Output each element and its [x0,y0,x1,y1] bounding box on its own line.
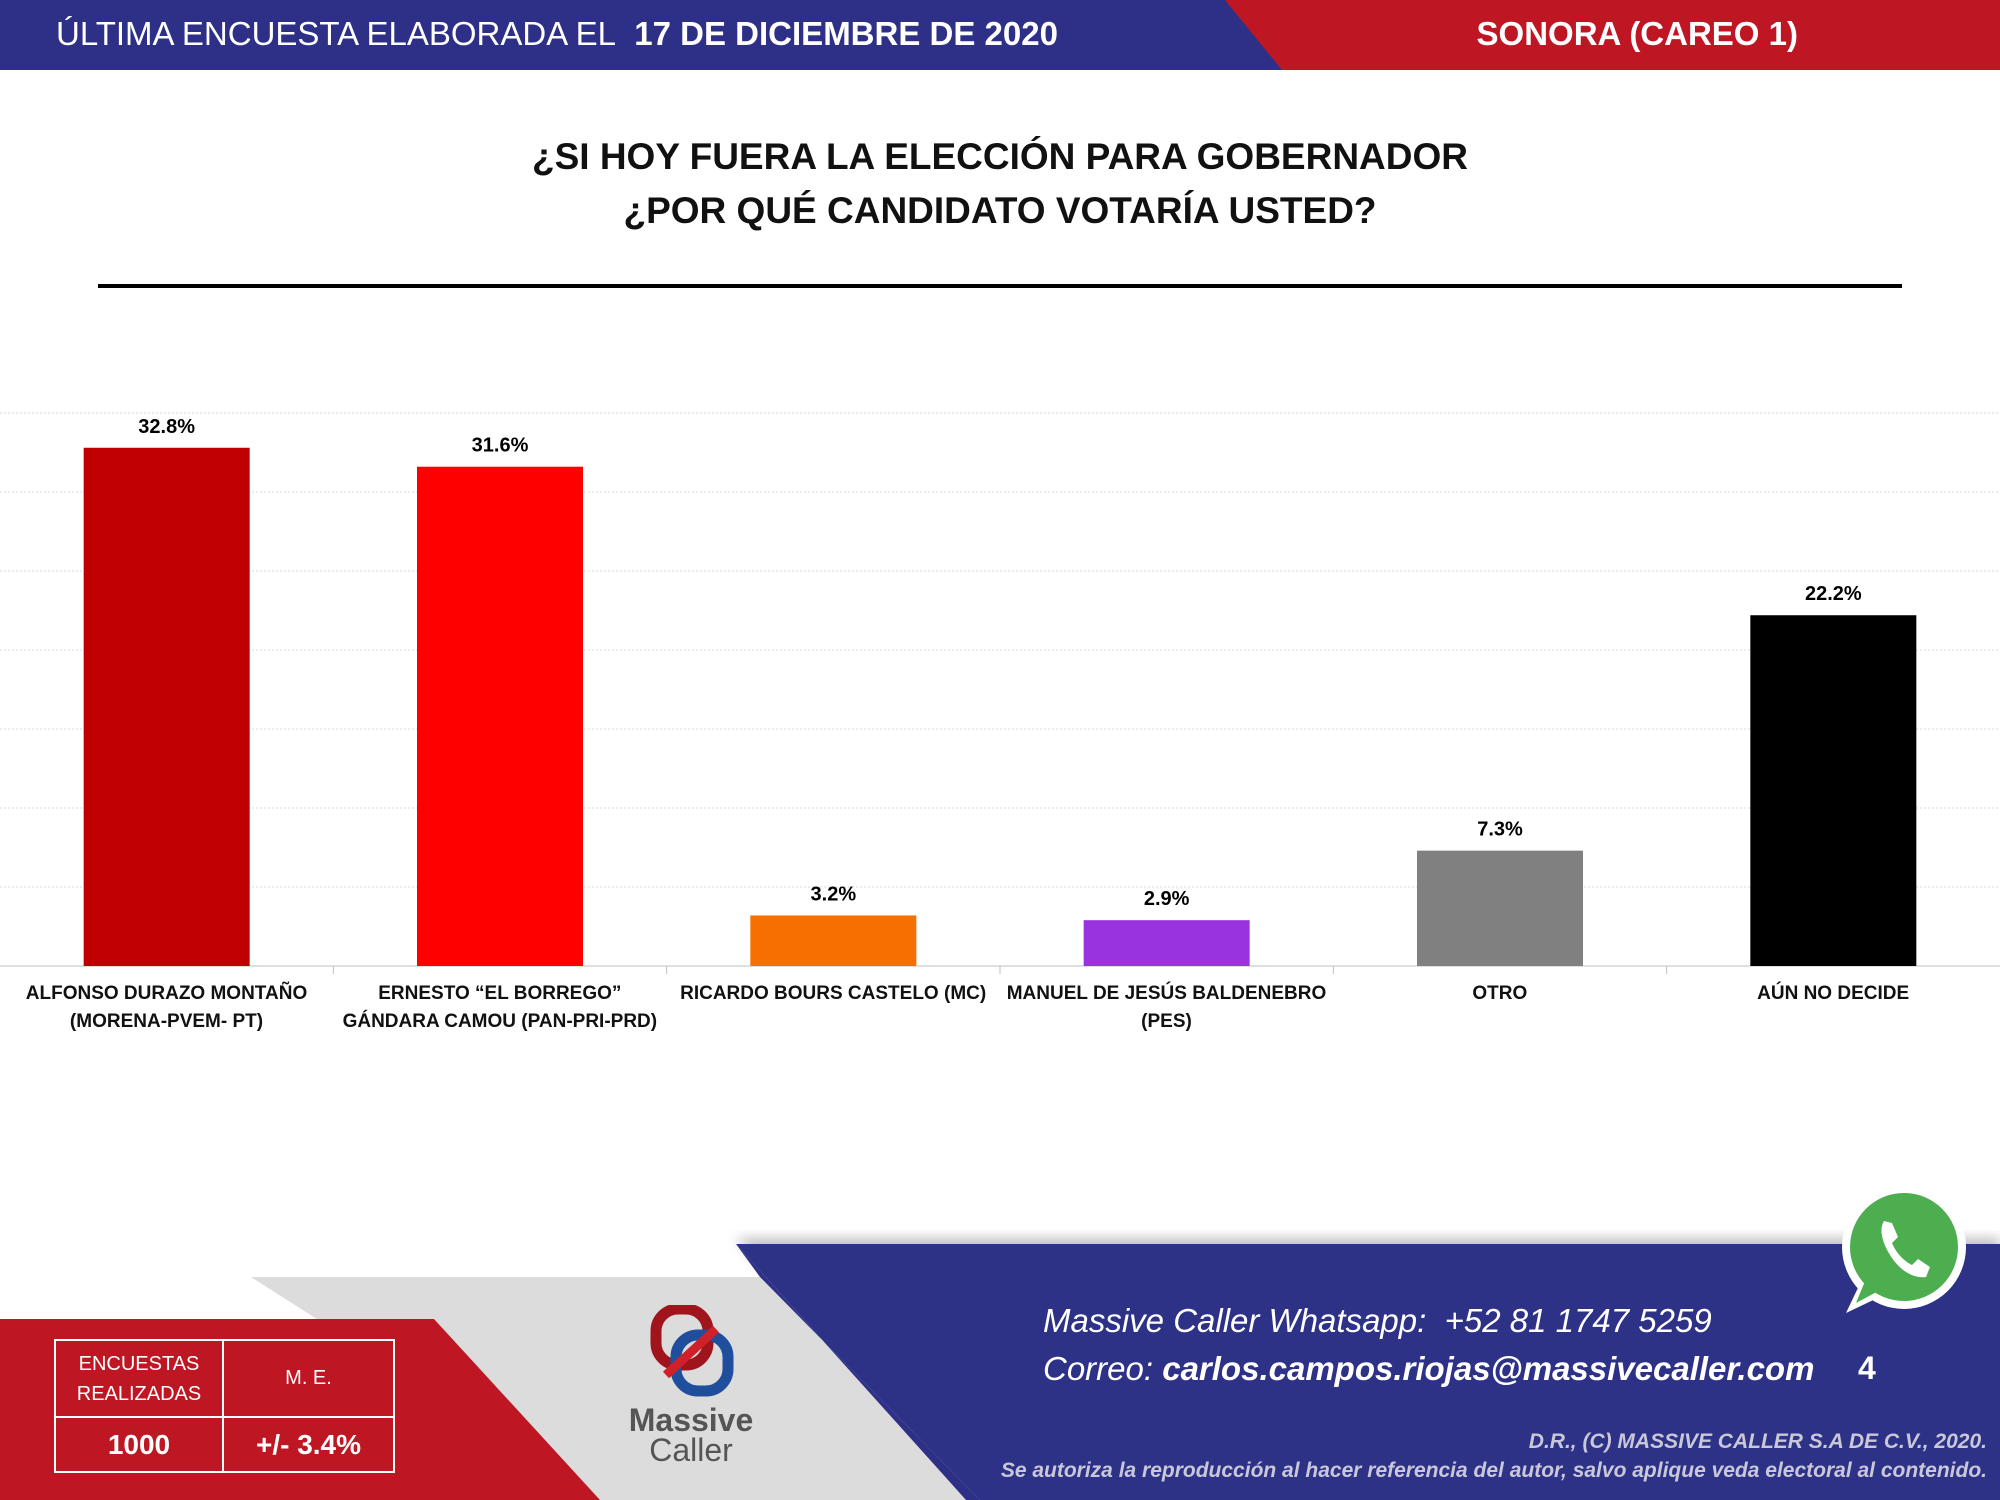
logo-text-1: Massive [628,1402,754,1438]
bar [1417,850,1583,966]
category-label: AÚN NO DECIDE [1667,980,2000,1008]
data-label: 3.2% [811,883,857,905]
whatsapp-number[interactable]: +52 81 1747 5259 [1444,1302,1712,1339]
reproduction-notice: Se autoriza la reproducción al hacer ref… [1000,1459,1987,1482]
me-header: M. E. [224,1341,393,1418]
email-line: Correo: carlos.campos.riojas@massivecall… [1043,1350,1815,1387]
bar [1083,920,1250,966]
category-label-line: AÚN NO DECIDE [1757,983,1910,1004]
title-divider [98,284,1902,288]
copyright: D.R., (C) MASSIVE CALLER S.A DE C.V., 20… [1528,1430,1987,1453]
bar [417,466,583,966]
email-link[interactable]: carlos.campos.riojas@massivecaller.com [1162,1350,1815,1387]
surveys-value: 1000 [56,1418,224,1471]
category-label: ERNESTO “EL BORREGO” GÁNDARA CAMOU (PAN-P… [333,980,666,1036]
category-label: ALFONSO DURAZO MONTAÑO (MORENA-PVEM- PT) [0,980,333,1036]
category-label-line: GÁNDARA CAMOU (PAN-PRI-PRD) [342,1011,658,1032]
bar [83,447,250,966]
logo-icon [650,1303,734,1397]
region-label: SONORA (CAREO 1) [1476,15,1798,52]
category-label: RICARDO BOURS CASTELO (MC) [667,980,1000,1008]
survey-date: 17 DE DICIEMBRE DE 2020 [634,15,1058,52]
category-label-line: ERNESTO “EL BORREGO” [378,983,622,1004]
surveys-header: ENCUESTAS REALIZADAS [56,1341,224,1418]
plot-area: 32.8% 31.6% 3.2% 2.9% 7.3% 22.2% [0,412,2000,974]
category-label-line: ALFONSO DURAZO MONTAÑO [25,983,308,1004]
logo-text-2: Caller [649,1432,733,1468]
bar [1750,615,1917,966]
category-label-line: (PES) [1141,1011,1192,1032]
chart-title-line-2: ¿POR QUÉ CANDIDATO VOTARÍA USTED? [623,190,1377,231]
data-label: 7.3% [1477,819,1523,841]
whatsapp-line: Massive Caller Whatsapp: +52 81 1747 525… [1043,1302,1712,1339]
category-label: OTRO [1333,980,1666,1008]
data-label: 32.8% [138,416,195,438]
category-label: MANUEL DE JESÚS BALDENEBRO (PES) [1000,980,1333,1036]
header-bar [0,0,2000,70]
whatsapp-icon [1842,1185,1966,1313]
survey-date-label: ÚLTIMA ENCUESTA ELABORADA EL 17 DE DICIE… [56,15,1058,52]
category-label-line: OTRO [1472,983,1528,1004]
page-number: 4 [1858,1350,1876,1386]
massive-caller-logo: Massive Caller [616,1303,766,1470]
chart-title: ¿SI HOY FUERA LA ELECCIÓN PARA GOBERNADO… [0,130,2000,238]
me-value: +/- 3.4% [255,1428,362,1460]
chart-title-line-1: ¿SI HOY FUERA LA ELECCIÓN PARA GOBERNADO… [531,136,1468,177]
category-label-line: MANUEL DE JESÚS BALDENEBRO [1006,983,1327,1004]
footer-background [0,1244,2000,1500]
data-label: 31.6% [472,435,529,457]
data-label: 2.9% [1144,888,1190,910]
bar-chart: 32.8% 31.6% 3.2% 2.9% 7.3% 22.2% ALFONSO DURA… [0,400,2000,1060]
bar [750,915,917,966]
category-label-line: (MORENA-PVEM- PT) [69,1011,264,1032]
data-label: 22.2% [1805,583,1862,605]
survey-stats-table: ENCUESTAS REALIZADAS M. E. 1000 +/- 3.4% [54,1339,395,1473]
category-label-line: RICARDO BOURS CASTELO (MC) [680,983,987,1004]
